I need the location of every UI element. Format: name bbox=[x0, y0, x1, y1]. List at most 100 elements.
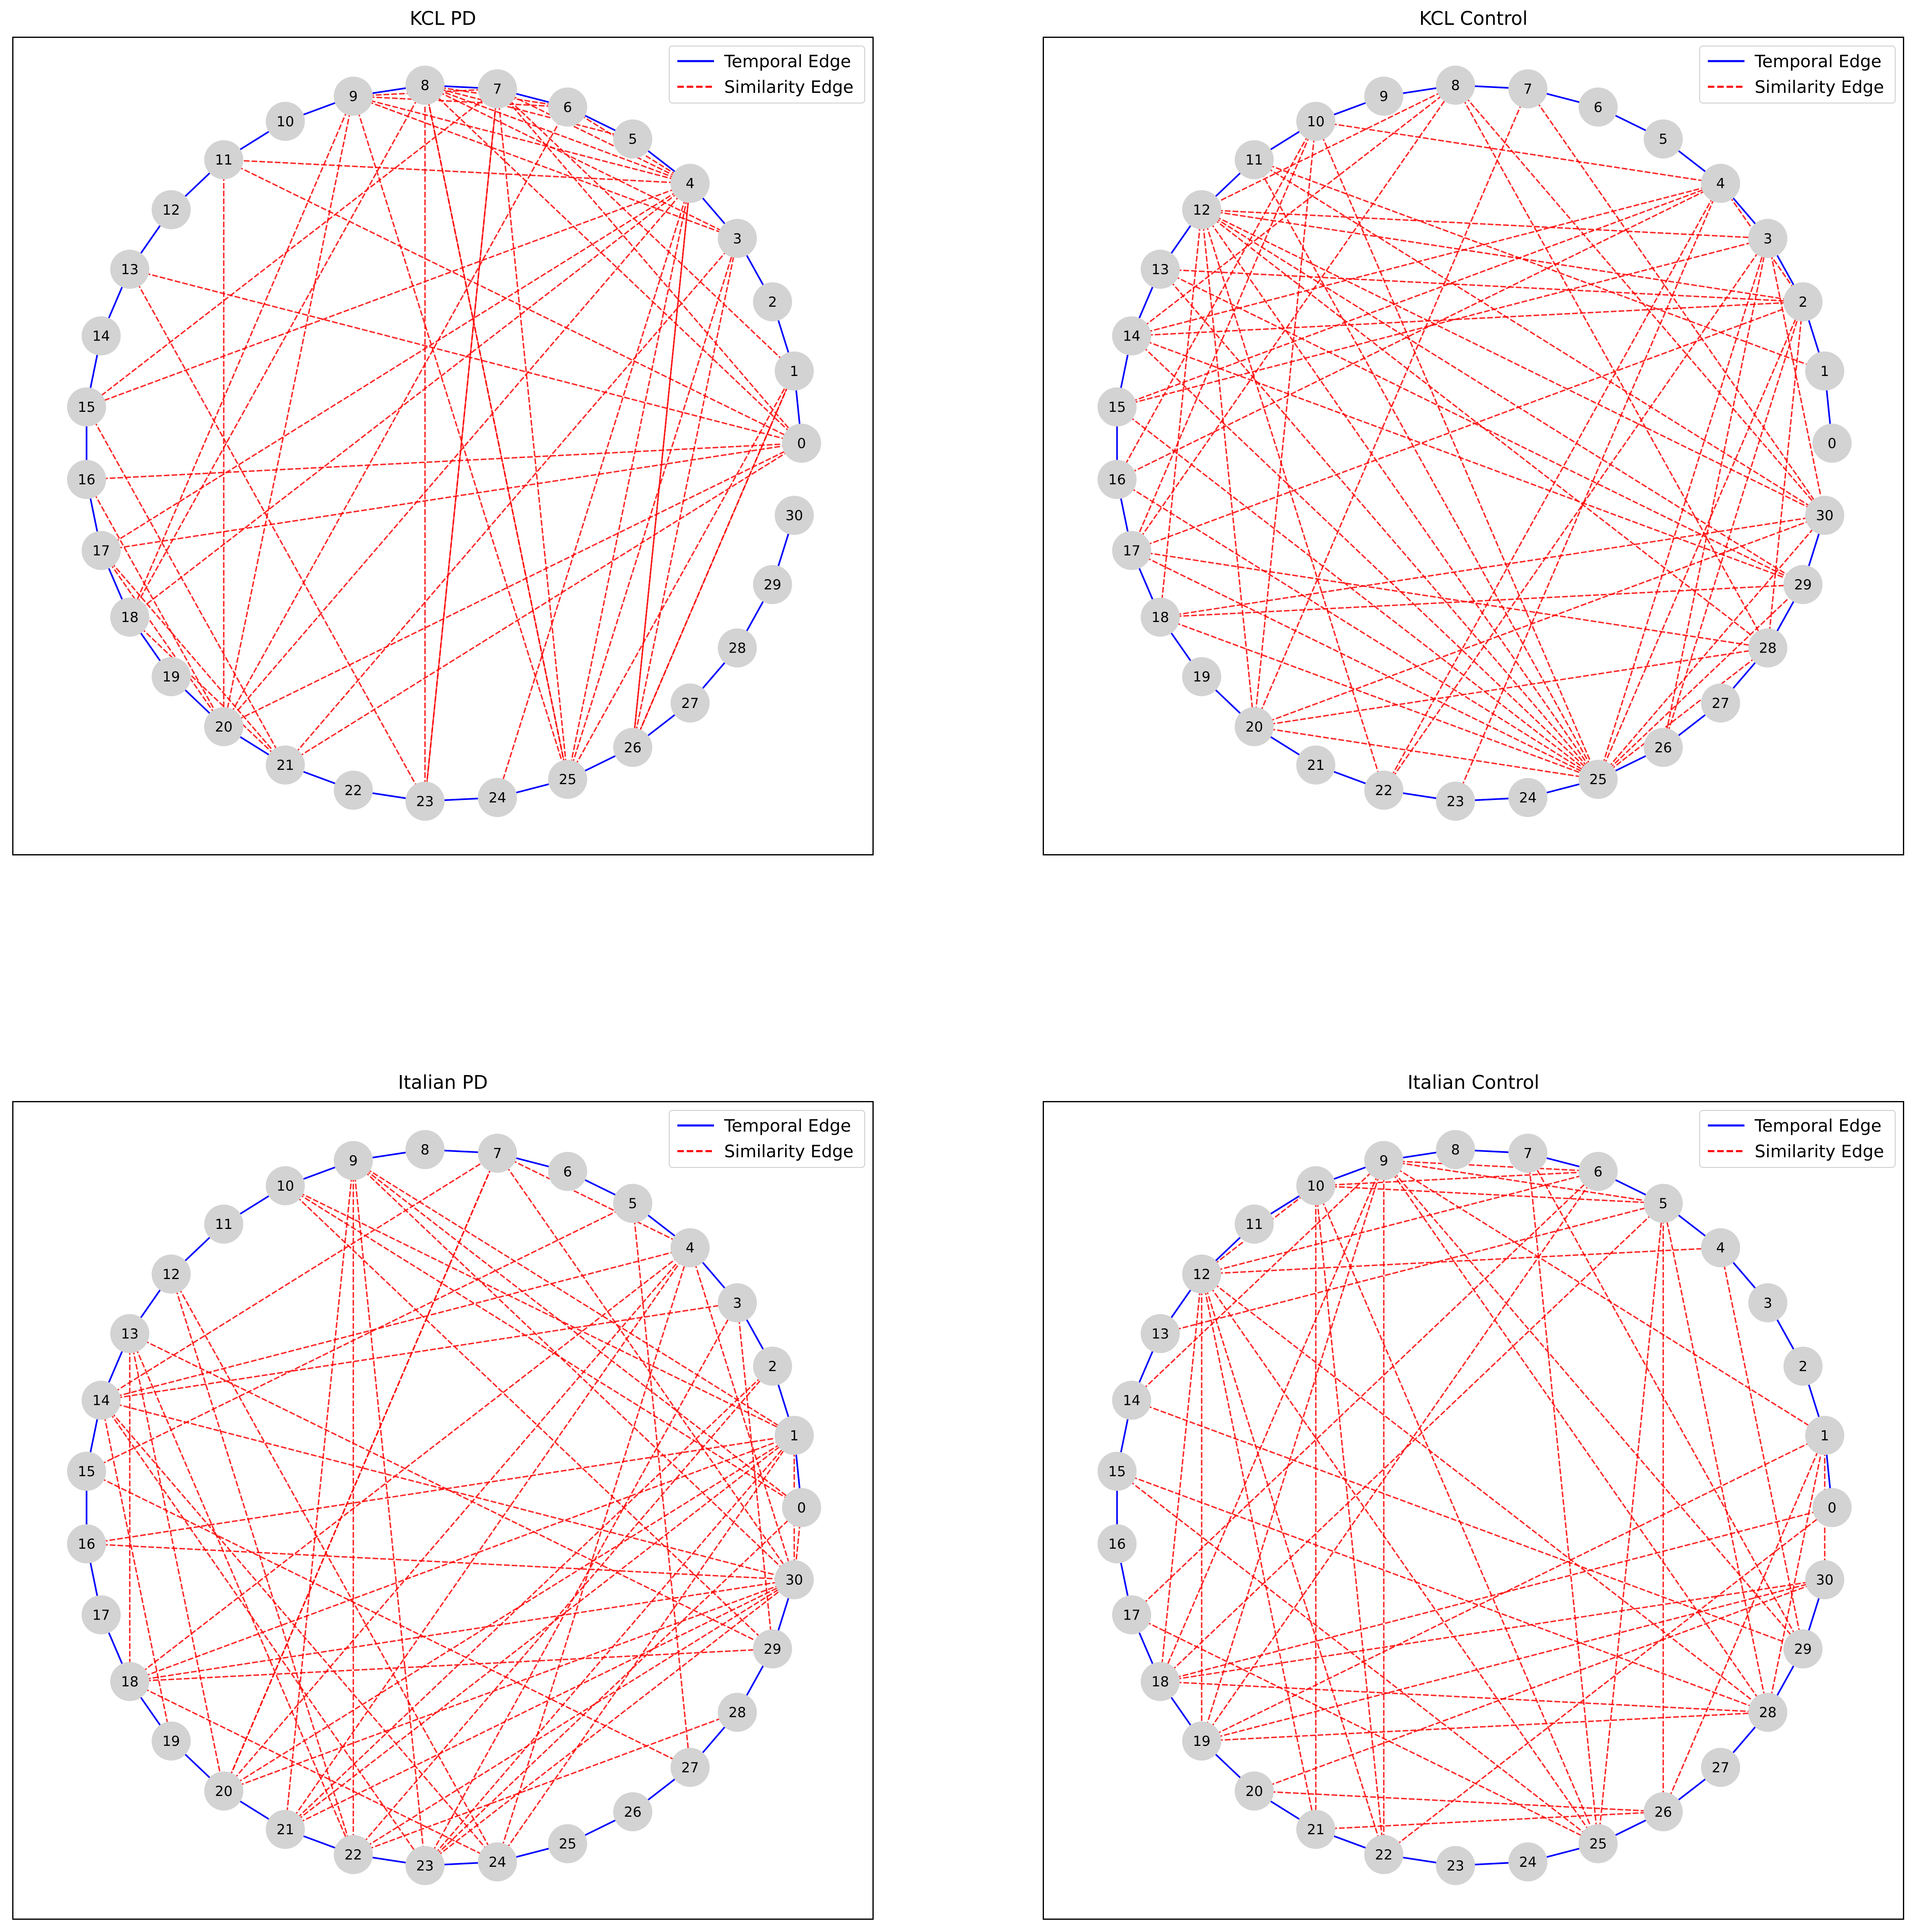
similarity-edge-10-29 bbox=[285, 1185, 773, 1650]
similarity-edge-9-30 bbox=[353, 1160, 795, 1580]
similarity-edge-16-30 bbox=[86, 1543, 795, 1580]
node-5 bbox=[1643, 119, 1683, 159]
similarity-edge-29-4 bbox=[1720, 1247, 1804, 1649]
node-28 bbox=[1748, 628, 1788, 668]
node-1 bbox=[1805, 1415, 1844, 1455]
similarity-edge-4-20 bbox=[223, 183, 691, 728]
node-label-4: 4 bbox=[685, 1240, 694, 1256]
node-3 bbox=[1748, 1283, 1788, 1323]
node-30 bbox=[1805, 1560, 1844, 1600]
node-label-10: 10 bbox=[277, 114, 294, 130]
similarity-edge-16-4 bbox=[1116, 182, 1721, 480]
similarity-edge-15-27 bbox=[86, 1470, 691, 1768]
similarity-edge-15-3 bbox=[1117, 237, 1768, 408]
similarity-edge-0-8 bbox=[424, 84, 802, 444]
similarity-edge-14-30 bbox=[101, 1399, 795, 1580]
node-21 bbox=[266, 745, 305, 785]
similarity-edge-7-25 bbox=[497, 88, 569, 780]
node-28 bbox=[1748, 1692, 1788, 1732]
node-label-12: 12 bbox=[163, 202, 180, 218]
node-label-5: 5 bbox=[1659, 131, 1668, 147]
node-label-6: 6 bbox=[563, 1164, 572, 1180]
node-label-2: 2 bbox=[1799, 1358, 1808, 1375]
node-1 bbox=[774, 1415, 814, 1455]
similarity-edge-15-28 bbox=[1116, 1470, 1768, 1713]
node-18 bbox=[1140, 1662, 1180, 1701]
node-label-13: 13 bbox=[121, 262, 138, 278]
node-label-14: 14 bbox=[92, 328, 110, 345]
node-label-5: 5 bbox=[628, 131, 637, 147]
similarity-edge-18-30 bbox=[1160, 1579, 1825, 1682]
similarity-edge-9-6 bbox=[353, 95, 568, 108]
node-25 bbox=[1578, 760, 1618, 799]
node-label-24: 24 bbox=[489, 1854, 506, 1870]
node-label-21: 21 bbox=[277, 1822, 294, 1838]
similarity-edge-19-30 bbox=[1201, 1579, 1825, 1742]
node-13 bbox=[1140, 1314, 1180, 1353]
node-label-9: 9 bbox=[349, 88, 358, 105]
node-22 bbox=[334, 770, 373, 810]
legend: Temporal Edge Similarity Edge bbox=[1699, 1110, 1896, 1168]
similarity-edge-26-1 bbox=[1662, 1435, 1826, 1812]
node-label-11: 11 bbox=[215, 152, 233, 168]
legend-box bbox=[1699, 46, 1896, 103]
node-0 bbox=[1813, 1488, 1852, 1527]
similarity-edge-20-6 bbox=[223, 106, 569, 727]
similarity-edge-20-7 bbox=[1253, 88, 1529, 727]
node-label-22: 22 bbox=[1375, 782, 1393, 799]
node-8 bbox=[1436, 66, 1475, 105]
legend: Temporal Edge Similarity Edge bbox=[1699, 46, 1896, 103]
similarity-edge-10-0 bbox=[285, 1185, 802, 1508]
node-22 bbox=[334, 1835, 373, 1874]
node-label-9: 9 bbox=[1380, 88, 1389, 105]
graph-panel-kcl-pd: 0 1 2 3 4 5 6 7 8 9 10 11 12 13 14 15 16 17 18 19 20 21 22 23 24… bbox=[12, 37, 874, 855]
similarity-edge-10-16 bbox=[1116, 121, 1316, 480]
node-9 bbox=[1364, 1141, 1404, 1180]
node-label-29: 29 bbox=[1794, 577, 1812, 593]
node-label-28: 28 bbox=[1759, 1705, 1777, 1721]
similarity-edge-26-3 bbox=[1662, 238, 1769, 748]
node-2 bbox=[753, 282, 792, 321]
node-26 bbox=[1643, 1792, 1683, 1831]
node-label-27: 27 bbox=[1712, 1760, 1729, 1776]
node-label-15: 15 bbox=[1108, 399, 1126, 415]
similarity-edge-7-4 bbox=[497, 1152, 691, 1248]
similarity-edge-21-26 bbox=[1316, 1811, 1663, 1830]
node-24 bbox=[478, 778, 517, 817]
node-30 bbox=[774, 1560, 814, 1600]
similarity-edges-italian-control bbox=[1116, 1153, 1833, 1866]
node-label-20: 20 bbox=[215, 1783, 233, 1800]
node-label-20: 20 bbox=[1246, 719, 1263, 735]
node-30 bbox=[774, 496, 814, 535]
node-27 bbox=[670, 683, 710, 723]
node-label-8: 8 bbox=[1451, 77, 1460, 94]
similarity-edge-18-24 bbox=[129, 1681, 498, 1863]
similarity-edge-18-21 bbox=[129, 616, 286, 766]
node-20 bbox=[204, 707, 244, 746]
similarity-edge-23-30 bbox=[424, 1579, 795, 1866]
similarity-edge-10-1 bbox=[285, 1185, 795, 1436]
node-22 bbox=[1364, 770, 1404, 810]
node-label-11: 11 bbox=[1246, 152, 1263, 168]
similarity-edge-9-18 bbox=[1159, 1160, 1385, 1682]
similarity-edge-21-4 bbox=[285, 1247, 691, 1830]
legend-box bbox=[669, 1110, 865, 1168]
node-19 bbox=[152, 1721, 191, 1761]
similarity-edge-16-0 bbox=[86, 442, 802, 480]
node-label-26: 26 bbox=[624, 740, 642, 756]
similarity-edge-12-18 bbox=[1159, 1274, 1203, 1682]
similarity-edge-18-1 bbox=[129, 1435, 795, 1682]
similarity-edge-25-7 bbox=[1527, 1153, 1599, 1844]
node-12 bbox=[1182, 190, 1222, 229]
similarity-edge-25-3 bbox=[567, 238, 738, 780]
node-16 bbox=[1097, 1524, 1137, 1564]
node-5 bbox=[613, 1184, 653, 1223]
legend-box bbox=[669, 46, 865, 103]
node-11 bbox=[204, 140, 244, 180]
node-8 bbox=[405, 1130, 445, 1169]
node-label-25: 25 bbox=[559, 1836, 576, 1852]
